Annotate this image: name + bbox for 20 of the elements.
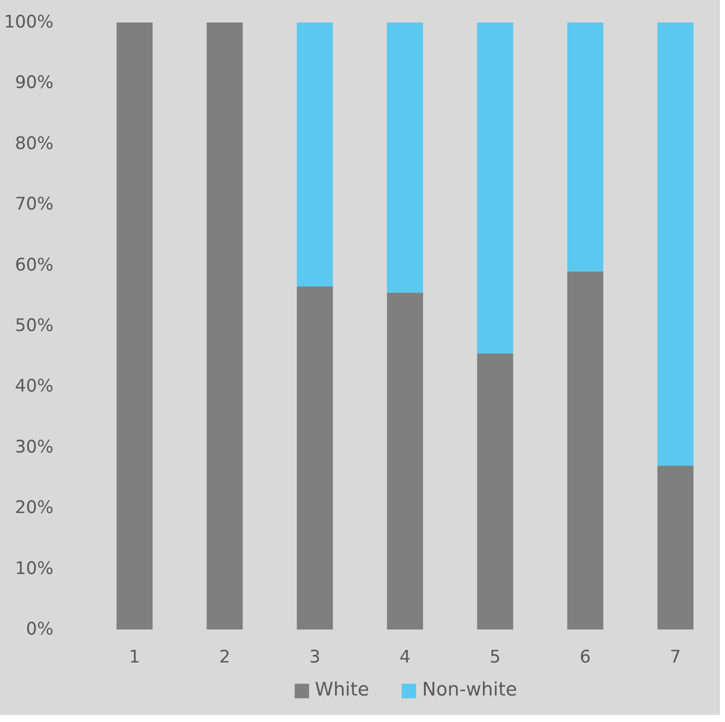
y-tick-label: 100%	[4, 12, 54, 32]
x-tick-label: 5	[490, 648, 501, 668]
y-tick-label: 80%	[14, 134, 54, 154]
x-tick-label: 7	[670, 648, 681, 668]
legend-label: Non-white	[422, 680, 518, 700]
y-tick-label: 70%	[14, 194, 54, 215]
legend-label: White	[314, 680, 370, 700]
y-tick-label: 10%	[14, 558, 54, 579]
x-tick-label: 1	[129, 648, 140, 668]
y-tick-label: 90%	[14, 73, 54, 94]
y-tick-label: 0%	[26, 620, 54, 640]
x-tick-label: 4	[399, 648, 411, 668]
y-tick-label: 50%	[14, 316, 54, 336]
x-tick-label: 3	[309, 648, 320, 668]
y-tick-label: 30%	[14, 437, 54, 458]
x-tick-label: 2	[219, 648, 230, 668]
y-tick-label: 60%	[14, 255, 54, 276]
y-tick-label: 20%	[14, 498, 54, 518]
x-tick-label: 6	[580, 648, 591, 668]
y-tick-label: 40%	[14, 376, 54, 397]
